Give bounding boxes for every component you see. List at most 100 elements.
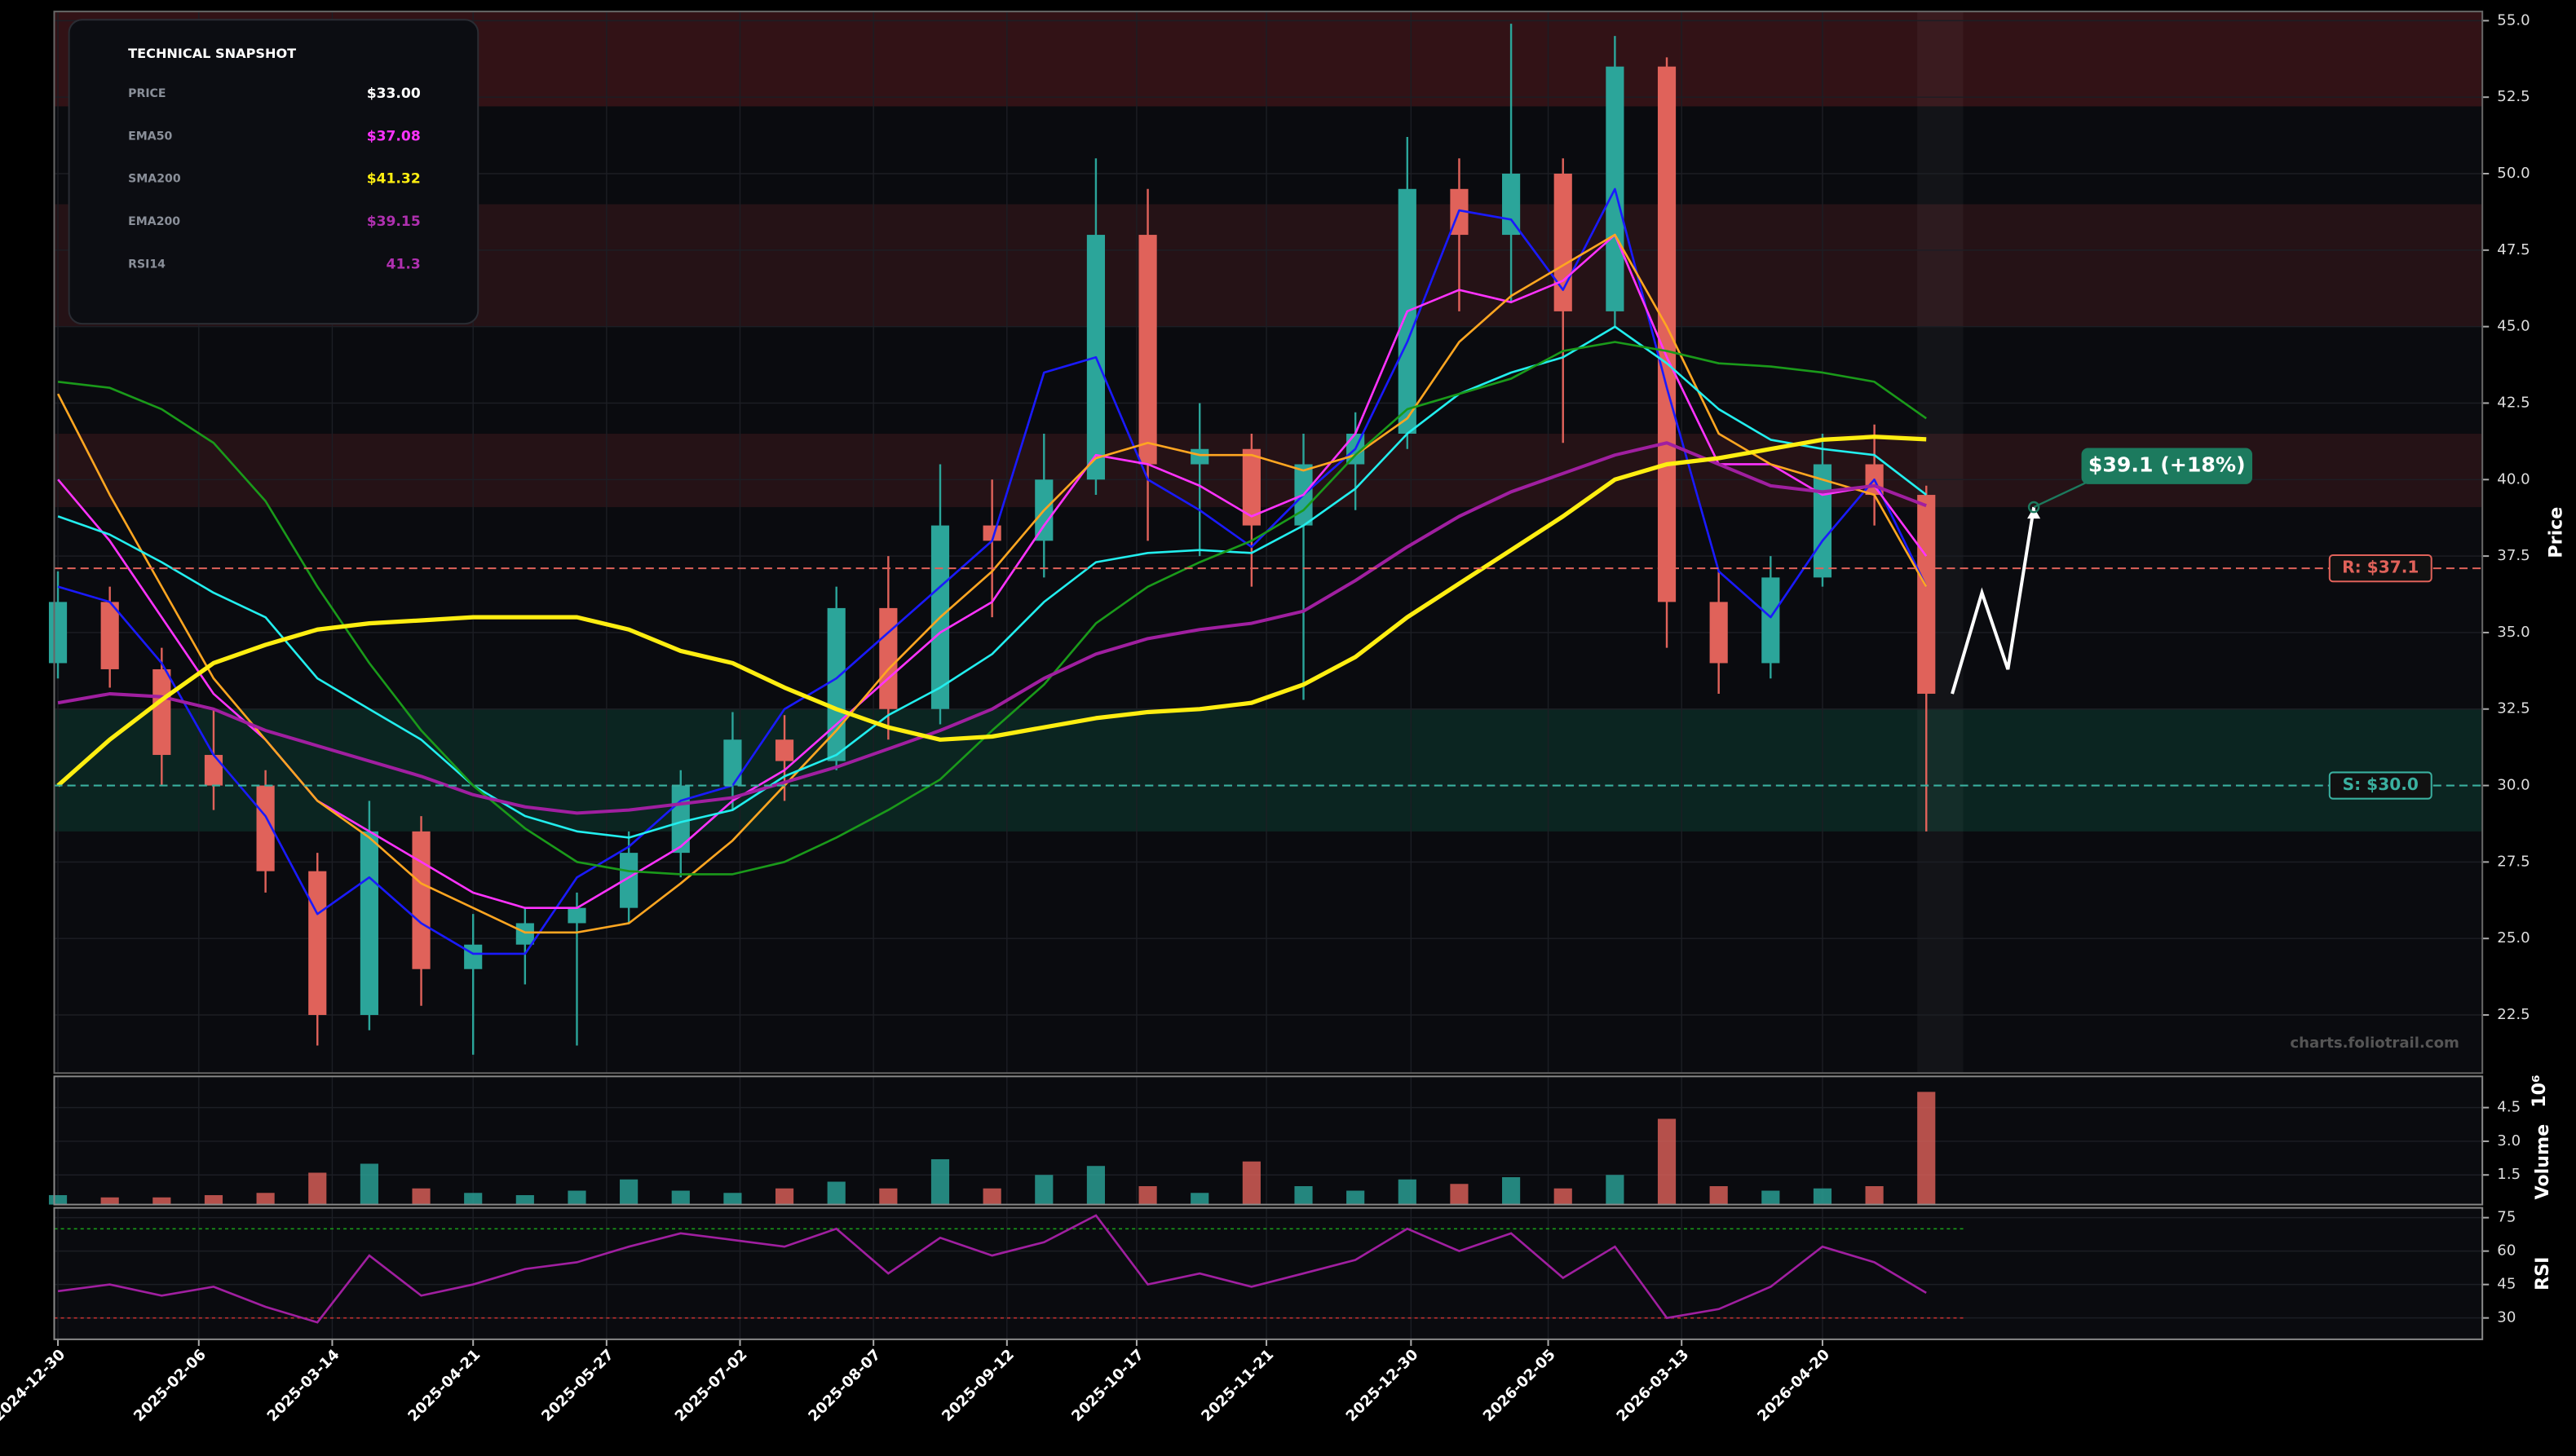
y-tick-label: 30 <box>2497 1309 2516 1326</box>
volume-bar <box>671 1190 690 1205</box>
snapshot-label: RSI14 <box>128 258 166 271</box>
volume-bar <box>1035 1175 1054 1205</box>
y-tick-label: 45 <box>2497 1276 2516 1293</box>
volume-bar <box>568 1190 586 1205</box>
volume-bar <box>1450 1184 1469 1205</box>
y-axis-label: Price <box>2545 507 2566 558</box>
volume-bar <box>360 1163 378 1205</box>
volume-bar <box>1553 1188 1572 1205</box>
volume-bar <box>1398 1179 1416 1205</box>
snapshot-value: $39.15 <box>367 214 421 230</box>
volume-bar <box>515 1195 534 1205</box>
snapshot-value: $37.08 <box>367 128 421 144</box>
candle-body <box>1709 602 1728 664</box>
volume-bar <box>412 1188 431 1205</box>
volume-bar <box>930 1158 950 1205</box>
ma-line <box>56 435 1927 788</box>
y-tick-label: 32.5 <box>2497 700 2530 717</box>
rsi-line <box>57 1214 1927 1324</box>
watermark: charts.foliotrail.com <box>2290 1035 2459 1052</box>
y-tick-label: 35.0 <box>2497 624 2530 641</box>
candle-body <box>412 831 431 969</box>
candle-body <box>723 739 742 786</box>
volume-bar <box>152 1197 171 1205</box>
volume-bar <box>1138 1186 1157 1205</box>
snapshot-value: $41.32 <box>367 171 421 188</box>
ma-line <box>57 325 1927 839</box>
candle-body <box>1242 448 1261 526</box>
volume-panel <box>54 1076 2483 1205</box>
volume-bar <box>1346 1190 1365 1205</box>
snapshot-label: SMA200 <box>128 173 181 186</box>
candle-body <box>360 831 378 1016</box>
volume-bar <box>1657 1118 1677 1205</box>
volume-bar <box>1086 1166 1106 1205</box>
volume-bar <box>1294 1186 1313 1205</box>
volume-bar <box>1242 1161 1261 1205</box>
candle-body <box>1502 174 1521 236</box>
volume-bar <box>308 1172 327 1205</box>
volume-frame <box>53 1075 2484 1206</box>
volume-bar <box>827 1181 846 1205</box>
volume-bar <box>1865 1186 1884 1205</box>
volume-bar <box>464 1193 483 1205</box>
y-tick-label: 55.0 <box>2497 11 2530 29</box>
candle-body <box>671 785 690 854</box>
volume-bar <box>1502 1176 1521 1205</box>
volume-bar <box>256 1193 275 1205</box>
snapshot-label: EMA200 <box>128 215 180 228</box>
snapshot-panel <box>68 19 479 325</box>
volume-bar <box>1917 1092 1936 1205</box>
projection-target <box>2027 501 2040 514</box>
candle-body <box>827 607 846 761</box>
level-label-box <box>2328 554 2432 583</box>
y-tick-label: 1.5 <box>2497 1166 2521 1183</box>
snapshot-value: $33.00 <box>367 86 421 102</box>
rsi-axis-label: RSI <box>2532 1257 2553 1291</box>
candle-body <box>879 607 898 709</box>
level-label: R: $37.1 <box>2342 558 2419 577</box>
y-tick-label: 50.0 <box>2497 165 2530 182</box>
y-tick-label: 40.0 <box>2497 470 2530 488</box>
volume-axis-label: Volume <box>2532 1124 2553 1200</box>
candle-body <box>568 907 586 924</box>
snapshot-label: PRICE <box>128 87 166 100</box>
y-tick-label: 3.0 <box>2497 1132 2521 1149</box>
level-label: S: $30.0 <box>2343 774 2419 794</box>
candle-body <box>1657 66 1677 602</box>
projection-label-box <box>2081 448 2253 484</box>
candle-body <box>256 785 275 871</box>
y-tick-label: 75 <box>2497 1209 2516 1226</box>
ma-line <box>57 188 1928 955</box>
volume-bar <box>879 1188 898 1205</box>
volume-bar <box>1709 1186 1728 1205</box>
snapshot-value: 41.3 <box>387 257 421 273</box>
volume-bar <box>1191 1193 1209 1205</box>
projection-label: $39.1 (+18%) <box>2088 453 2246 477</box>
volume-scale-label: 10⁶ <box>2529 1074 2550 1108</box>
volume-bar <box>1606 1175 1624 1205</box>
ma-line <box>57 441 1927 815</box>
candle-body <box>48 602 68 664</box>
snapshot-title: TECHNICAL SNAPSHOT <box>128 46 296 61</box>
rsi-panel <box>54 1207 2483 1339</box>
snapshot-label: EMA50 <box>128 130 172 143</box>
candle-body <box>204 755 223 786</box>
volume-bar <box>48 1195 68 1205</box>
y-tick-label: 60 <box>2497 1242 2516 1260</box>
candle-body <box>1138 235 1157 465</box>
price-frame <box>53 11 2484 1074</box>
level-label-box <box>2328 771 2432 800</box>
y-tick-label: 4.5 <box>2497 1099 2521 1116</box>
ma-line <box>56 233 1928 934</box>
y-tick-label: 25.0 <box>2497 929 2530 946</box>
snapshot-box: TECHNICAL SNAPSHOT PRICE $33.00 EMA50 $37.0… <box>68 19 479 325</box>
candle-body <box>464 944 483 969</box>
candle-body <box>152 668 171 756</box>
candle-body <box>515 923 534 945</box>
volume-bar <box>775 1188 794 1205</box>
candle-body <box>775 739 794 761</box>
candle-body <box>1191 448 1209 465</box>
y-tick-label: 45.0 <box>2497 318 2530 335</box>
